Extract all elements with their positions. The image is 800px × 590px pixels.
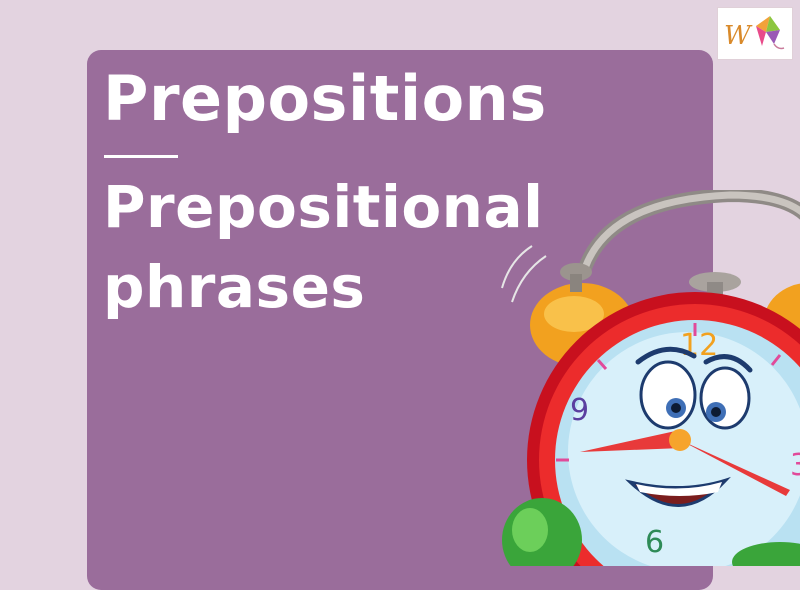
alarm-clock-character-icon: 12 9 6 3 — [501, 190, 800, 566]
clock-number-9: 9 — [570, 393, 589, 428]
clock-number-6: 6 — [645, 525, 664, 560]
logo-letter: W — [724, 21, 753, 51]
title-divider — [104, 155, 178, 158]
title-line-1: Prepositions — [103, 62, 547, 135]
title-line-3: phrases — [103, 253, 366, 321]
kite-logo-icon: W — [724, 16, 785, 51]
clock-number-3: 3 — [790, 448, 800, 483]
brand-logo: W — [717, 7, 793, 60]
title-line-2: Prepositional — [103, 173, 544, 241]
